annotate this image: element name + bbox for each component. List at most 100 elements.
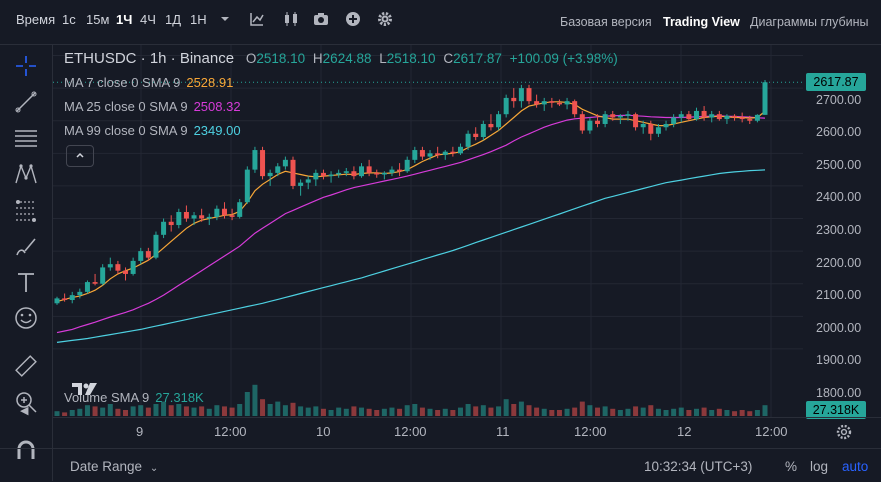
volume-bar — [595, 407, 601, 416]
chevron-down-icon: ⌄ — [149, 463, 159, 474]
horizontal-lines-icon[interactable] — [13, 125, 39, 151]
ohlc-legend: ETHUSDC · 1h · Binance O2518.10 H2624.88… — [64, 50, 618, 67]
candle-body — [503, 97, 509, 115]
time-tick: 11 — [496, 424, 510, 439]
candle-body — [610, 114, 616, 118]
log-toggle[interactable]: log — [810, 459, 829, 474]
view-basic[interactable]: Базовая версия — [560, 15, 652, 29]
volume-bar — [701, 407, 707, 416]
interval-1s[interactable]: 1с — [62, 12, 76, 27]
brush-icon[interactable] — [13, 233, 39, 259]
candle-body — [84, 282, 90, 292]
volume-bar — [457, 407, 463, 416]
volume-bar — [693, 408, 699, 416]
interval-1w[interactable]: 1Н — [190, 12, 207, 27]
candle-body — [328, 174, 334, 177]
add-icon[interactable] — [344, 10, 362, 28]
volume-bar — [389, 407, 395, 416]
interval-dropdown-icon[interactable] — [216, 10, 234, 28]
candle-body — [92, 282, 98, 284]
fib-retracement-icon[interactable] — [13, 197, 39, 223]
camera-icon[interactable] — [312, 10, 330, 28]
ma7-legend[interactable]: MA 7 close 0 SMA 9 2528.91 — [64, 75, 233, 90]
text-tool-icon[interactable] — [13, 269, 39, 295]
crosshair-icon[interactable] — [13, 53, 39, 79]
volume-bar — [92, 406, 98, 416]
pattern-tool-icon[interactable] — [13, 161, 39, 187]
price-tick: 2300.00 — [816, 222, 862, 237]
settings-gear-icon[interactable] — [376, 10, 394, 28]
volume-bar — [100, 407, 106, 416]
candle-body — [511, 97, 517, 102]
volume-bar — [739, 410, 745, 416]
candle-body — [252, 150, 258, 170]
volume-bar — [488, 407, 494, 416]
candle-body — [473, 133, 479, 138]
candle-body — [587, 120, 593, 131]
view-tradingview[interactable]: Trading View — [663, 15, 740, 29]
volume-bar — [153, 404, 159, 416]
interval-1d[interactable]: 1Д — [165, 12, 182, 27]
emoji-icon[interactable] — [13, 305, 39, 331]
candles-type-icon[interactable] — [282, 10, 300, 28]
indicators-chart-icon[interactable] — [248, 10, 266, 28]
volume-bar — [336, 407, 342, 416]
volume-bar — [648, 405, 654, 416]
price-chart[interactable] — [53, 45, 803, 417]
volume-bar — [199, 406, 205, 416]
volume-bar — [754, 410, 760, 416]
ruler-icon[interactable] — [13, 353, 39, 379]
ma25-legend[interactable]: MA 25 close 0 SMA 9 2508.32 — [64, 99, 241, 114]
clock-timezone[interactable]: 10:32:34 (UTC+3) — [644, 459, 753, 474]
ma25-series — [56, 114, 766, 334]
price-axis[interactable]: 2700.00 2600.00 2500.00 2400.00 2300.00 2200.… — [804, 45, 881, 417]
volume-bar — [518, 401, 524, 416]
volume-bar — [473, 406, 479, 416]
scroll-left-icon[interactable]: ◀ — [20, 405, 29, 417]
price-tick: 2100.00 — [816, 288, 862, 303]
volume-bar — [640, 407, 646, 416]
volume-bar — [419, 407, 425, 416]
interval-1h[interactable]: 1Ч — [116, 12, 133, 27]
time-axis[interactable] — [53, 417, 881, 448]
volume-bar — [221, 406, 227, 416]
trend-line-icon[interactable] — [13, 89, 39, 115]
view-depth-chart[interactable]: Диаграммы глубины — [750, 15, 869, 29]
candle-body — [556, 102, 562, 105]
volume-bar — [686, 410, 692, 416]
volume-bar — [290, 402, 296, 416]
ma99-value: 2349.00 — [193, 123, 241, 138]
volume-legend[interactable]: Volume SMA 9 27.318K — [64, 390, 204, 405]
volume-bar — [435, 410, 441, 416]
ma99-legend[interactable]: MA 99 close 0 SMA 9 2349.00 — [64, 123, 241, 138]
percent-toggle[interactable]: % — [785, 459, 798, 474]
price-tick: 2400.00 — [816, 190, 862, 205]
volume-bar — [655, 408, 661, 416]
date-range-label: Date Range — [70, 459, 143, 474]
volume-bar — [374, 410, 380, 416]
volume-bar — [587, 405, 593, 416]
auto-toggle[interactable]: auto — [842, 459, 869, 474]
axis-settings-gear-icon[interactable] — [835, 423, 853, 441]
candle-body — [709, 114, 715, 118]
candle-body — [716, 114, 722, 120]
date-range-button[interactable]: Date Range ⌄ — [70, 459, 158, 474]
volume-bar — [663, 410, 669, 416]
last-price-badge: 2617.87 — [806, 73, 866, 92]
candle-body — [579, 114, 585, 131]
interval-4h[interactable]: 4Ч — [140, 12, 156, 27]
volume-bar — [183, 406, 189, 416]
candle-body — [199, 215, 205, 219]
zoom-in-icon[interactable] — [13, 389, 39, 415]
candle-body — [221, 208, 227, 216]
candle-body — [229, 215, 235, 217]
candle-body — [541, 101, 547, 105]
interval-15m[interactable]: 15м — [86, 12, 110, 27]
close-value: 2617.87 — [453, 51, 502, 66]
volume-bar — [526, 405, 532, 416]
candle-body — [381, 172, 387, 175]
candle-body — [754, 114, 760, 121]
volume-bar — [267, 404, 273, 416]
volume-bar — [62, 412, 68, 416]
collapse-legend-button[interactable] — [66, 145, 94, 167]
